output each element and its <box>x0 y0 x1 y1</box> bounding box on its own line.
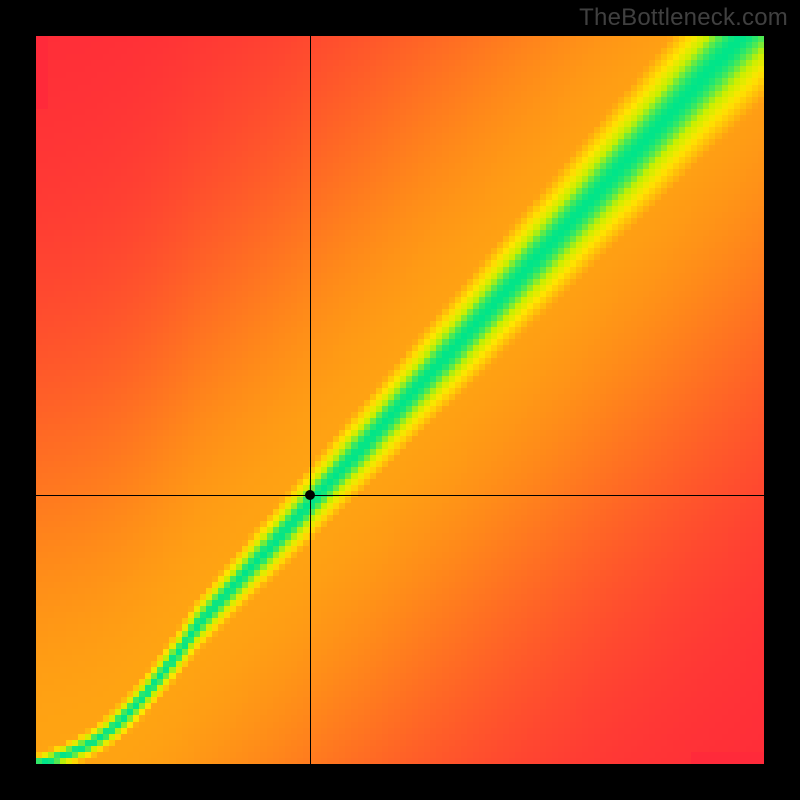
heatmap-canvas <box>36 36 764 764</box>
plot-area <box>36 36 764 764</box>
watermark-text: TheBottleneck.com <box>579 4 788 32</box>
outer-frame: TheBottleneck.com <box>0 0 800 800</box>
